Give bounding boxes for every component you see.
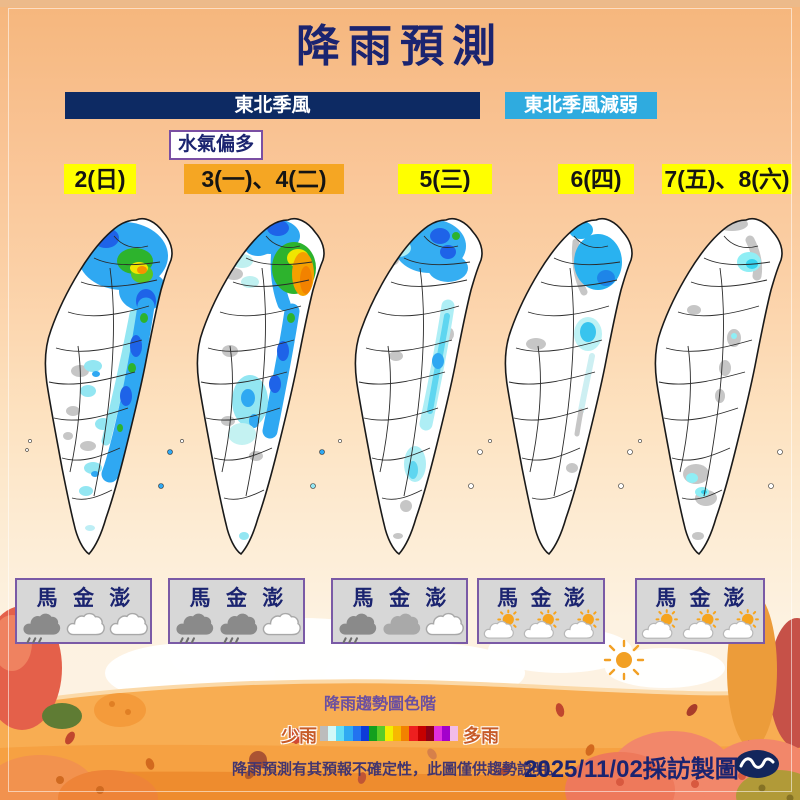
island-label: 金: [72, 587, 94, 610]
island-label: 澎: [723, 587, 745, 610]
cloud-weather-icon: [63, 609, 105, 645]
rain-weather-icon: [172, 609, 214, 645]
disclaimer-text: 降雨預測有其預報不確定性，此圖僅供趨勢說明。: [232, 761, 563, 778]
partly-weather-icon: [481, 609, 521, 645]
rain-weather-icon: [216, 609, 258, 645]
island-label: 馬: [36, 587, 58, 610]
outlying-islands-box: 馬 金 澎: [15, 578, 152, 644]
island-label: 金: [225, 587, 247, 610]
island-label: 馬: [352, 587, 374, 610]
date-label: 6(四): [558, 164, 634, 194]
date-label: 7(五)、8(六): [662, 164, 792, 194]
outlying-islands-box: 馬 金 澎: [635, 578, 765, 644]
news-logo: [735, 750, 779, 778]
taiwan-rain-map-day3: [338, 217, 483, 555]
page-title: 降雨預測: [296, 22, 504, 71]
outlying-islands-box: 馬 金 澎: [331, 578, 468, 644]
legend-less-label: 少雨: [281, 726, 317, 746]
taiwan-rain-map-day2: [180, 217, 325, 555]
cloud-weather-icon: [259, 609, 301, 645]
legend-title: 降雨趨勢圖色階: [323, 696, 436, 713]
monsoon-weakening-banner: 東北季風減弱: [505, 92, 657, 119]
cloud-weather-icon: [422, 609, 464, 645]
partly-weather-icon: [680, 609, 721, 645]
partly-weather-icon: [521, 609, 561, 645]
island-label: 馬: [497, 587, 519, 610]
island-label: 澎: [563, 587, 585, 610]
falling-leaves: [65, 703, 698, 784]
partly-weather-icon: [720, 609, 761, 645]
island-label: 澎: [109, 587, 131, 610]
outlying-islands-box: 馬 金 澎: [168, 578, 305, 644]
top-border-strip: [0, 0, 800, 7]
date-label: 5(三): [398, 164, 492, 194]
cloud-weather-icon: [106, 609, 148, 645]
island-label: 澎: [425, 587, 447, 610]
moisture-label: 水氣偏多: [169, 130, 263, 160]
legend-more-label: 多雨: [463, 726, 499, 746]
date-label: 2(日): [64, 164, 136, 194]
monsoon-banner: 東北季風: [65, 92, 480, 119]
island-label: 馬: [189, 587, 211, 610]
island-label: 金: [530, 587, 552, 610]
rain-weather-icon: [19, 609, 61, 645]
legend-color-bar: [320, 726, 459, 741]
partly-weather-icon: [639, 609, 680, 645]
graycloud-weather-icon: [379, 609, 421, 645]
date-label: 3(一)、4(二): [184, 164, 344, 194]
island-label: 馬: [655, 587, 677, 610]
island-label: 澎: [262, 587, 284, 610]
taiwan-rain-map-day4: [488, 217, 633, 555]
partly-weather-icon: [561, 609, 601, 645]
credit-text: 2025/11/02採訪製圖: [524, 756, 739, 783]
island-label: 金: [689, 587, 711, 610]
sun-leaf-decoration: [603, 639, 645, 681]
taiwan-rain-map-day5: [638, 217, 783, 555]
rain-weather-icon: [335, 609, 377, 645]
taiwan-rain-map-day1: [25, 217, 173, 555]
island-label: 金: [388, 587, 410, 610]
outlying-islands-box: 馬 金 澎: [477, 578, 605, 644]
